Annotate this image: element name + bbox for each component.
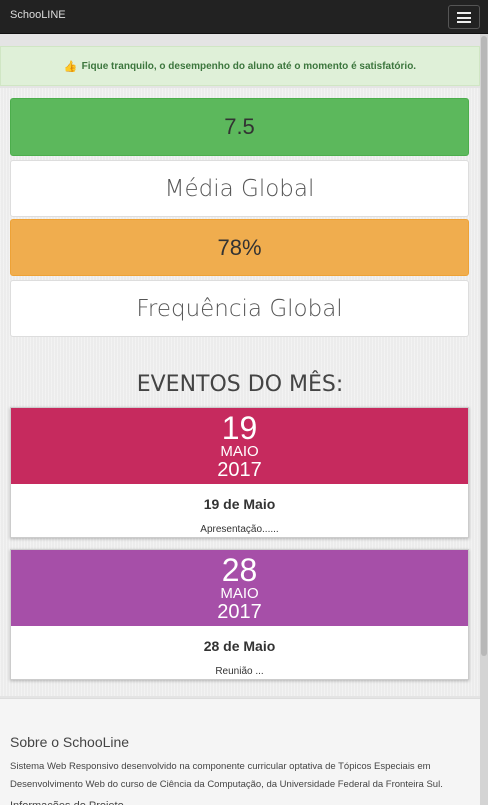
- scrollbar[interactable]: [480, 34, 488, 805]
- footer-partial-heading: Informações do Projeto: [10, 800, 124, 805]
- thumbs-up-icon: 👍: [63, 60, 78, 73]
- alert-text: Fique tranquilo, o desempenho do aluno a…: [81, 60, 417, 72]
- navbar: SchooLINE: [0, 0, 488, 34]
- event-title: 19 de Maio: [203, 496, 276, 512]
- footer-title: Sobre o SchooLine: [10, 734, 130, 750]
- brand-link[interactable]: SchooLINE: [10, 9, 66, 21]
- event-day: 28: [221, 551, 258, 588]
- event-description: Reunião ...: [215, 666, 264, 677]
- event-description: Apresentação......: [200, 524, 279, 535]
- event-title: 28 de Maio: [203, 638, 276, 654]
- events-heading: EVENTOS DO MÊS:: [136, 372, 344, 397]
- menu-toggle-button[interactable]: [448, 5, 480, 29]
- hamburger-icon: [457, 12, 471, 14]
- grade-label-tile: Média Global: [10, 160, 469, 217]
- event-year: 2017: [217, 458, 262, 481]
- attendance-label-tile: Frequência Global: [10, 280, 469, 337]
- event-month: MAIO: [220, 442, 259, 460]
- footer-description: Sistema Web Responsivo desenvolvido na c…: [10, 761, 443, 790]
- event-month: MAIO: [220, 584, 259, 602]
- event-year: 2017: [217, 600, 262, 623]
- event-day: 19: [221, 409, 258, 446]
- scrollbar-thumb[interactable]: [481, 36, 487, 656]
- event-card[interactable]: 28 MAIO 2017 28 de Maio Reunião ...: [10, 549, 469, 680]
- event-card[interactable]: 19 MAIO 2017 19 de Maio Apresentação....…: [10, 407, 469, 538]
- grade-value-tile: 7.5: [10, 98, 469, 156]
- attendance-value-tile: 78%: [10, 219, 469, 276]
- performance-alert: 👍 Fique tranquilo, o desempenho do aluno…: [0, 46, 480, 86]
- event-date-block: 28 MAIO 2017: [11, 550, 468, 626]
- footer: Sobre o SchooLine Sistema Web Responsivo…: [0, 698, 480, 805]
- event-date-block: 19 MAIO 2017: [11, 408, 468, 484]
